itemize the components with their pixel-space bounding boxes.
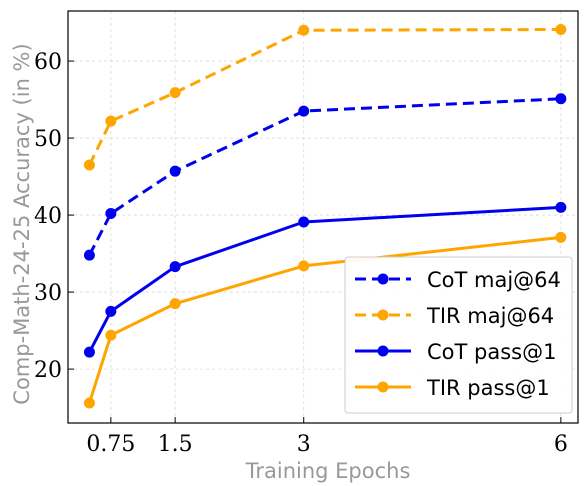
data-point <box>105 208 117 220</box>
data-point <box>555 23 567 35</box>
data-point <box>83 159 95 171</box>
series-0 <box>83 93 567 261</box>
series-1 <box>83 23 567 171</box>
data-point <box>555 201 567 213</box>
data-point <box>169 298 181 310</box>
y-tick-label: 30 <box>34 281 62 306</box>
legend-label: CoT pass@1 <box>427 340 556 364</box>
legend-item: TIR maj@64 <box>355 304 554 328</box>
ticks-layer: 0.75 1.5 3 6 20 30 40 50 60 <box>34 50 568 457</box>
data-point <box>298 216 310 228</box>
y-tick-label: 50 <box>34 127 62 152</box>
x-axis-label: Training Epochs <box>245 459 411 483</box>
data-point <box>555 93 567 105</box>
legend-label: TIR maj@64 <box>426 304 554 328</box>
legend-marker <box>377 273 389 285</box>
data-point <box>105 329 117 341</box>
x-tick-label: 1.5 <box>158 432 193 457</box>
legend-item: CoT pass@1 <box>355 340 556 364</box>
x-tick-label: 0.75 <box>86 432 135 457</box>
x-tick-label: 3 <box>297 432 311 457</box>
data-point <box>298 24 310 36</box>
data-point <box>105 115 117 127</box>
data-point <box>169 165 181 177</box>
legend-marker <box>377 309 389 321</box>
y-tick-label: 40 <box>34 204 62 229</box>
data-point <box>83 397 95 409</box>
series-layer <box>83 23 567 409</box>
x-tick-label: 6 <box>554 432 568 457</box>
legend-marker <box>377 345 389 357</box>
data-point <box>298 105 310 117</box>
y-tick-label: 20 <box>34 358 62 383</box>
data-point <box>169 87 181 99</box>
legend-marker <box>377 381 389 393</box>
legend-label: TIR pass@1 <box>426 376 550 400</box>
series-line <box>88 27 561 166</box>
data-point <box>83 249 95 261</box>
data-point <box>555 231 567 243</box>
series-2 <box>83 201 567 358</box>
legend-label: CoT maj@64 <box>427 268 561 292</box>
data-point <box>105 305 117 317</box>
plot-frame <box>67 10 579 424</box>
series-3 <box>83 231 567 409</box>
legend: CoT maj@64 TIR maj@64 CoT pass@1 TIR pass@1 <box>344 256 573 414</box>
legend-item: CoT maj@64 <box>355 268 561 292</box>
y-axis-label: Comp-Math-24-25 Accuracy (in %) <box>10 43 34 404</box>
grid <box>68 11 578 423</box>
data-point <box>169 261 181 273</box>
legend-item: TIR pass@1 <box>355 376 550 400</box>
data-point <box>298 260 310 272</box>
data-point <box>83 346 95 358</box>
y-tick-label: 60 <box>34 50 62 75</box>
legend-box <box>344 256 573 414</box>
series-line <box>88 97 561 256</box>
